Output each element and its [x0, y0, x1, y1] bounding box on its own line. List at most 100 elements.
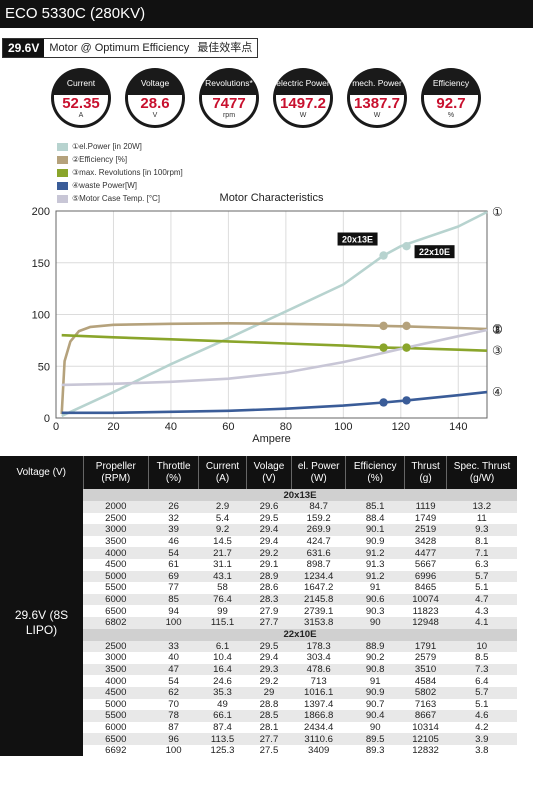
gauge-row: Current 52.35 A Voltage 28.6 V Revolutions… — [0, 68, 533, 130]
table-cell: 54 — [148, 675, 199, 687]
table-cell: 26 — [148, 501, 199, 513]
y-tick-label: 200 — [32, 206, 50, 218]
table-cell: 29.2 — [246, 675, 292, 687]
table-row: 3000 39 9.2 29.4 269.9 90.1 2519 9.3 — [0, 524, 517, 536]
table-cell: 6.4 — [446, 675, 517, 687]
operating-point-marker — [379, 343, 388, 352]
table-row: 4000 54 24.6 29.2 713 91 4584 6.4 — [0, 675, 517, 687]
table-cell: 100 — [148, 616, 199, 629]
optimum-efficiency-header: 29.6V Motor @ Optimum Efficiency 最佳效率点 — [2, 38, 259, 58]
gauge-current: Current 52.35 A — [51, 68, 111, 128]
table-cell: 303.4 — [291, 652, 346, 664]
table-cell: 5.1 — [446, 698, 517, 711]
table-cell: 12832 — [404, 744, 447, 757]
table-cell: 10.4 — [198, 652, 247, 664]
table-cell: 1749 — [404, 512, 447, 525]
series-end-label: ① — [492, 205, 503, 219]
table-row: 6802 100 115.1 27.7 3153.8 90 12948 4.1 — [0, 616, 517, 629]
performance-table: Voltage (V) Propeller (RPM) Throttle (%)… — [0, 456, 517, 757]
table-cell: 8667 — [404, 710, 447, 722]
table-cell: 43.1 — [198, 570, 247, 583]
table-cell: 6.1 — [198, 640, 247, 653]
table-cell: 35.3 — [198, 686, 247, 699]
table-cell: 87.4 — [198, 721, 247, 734]
table-cell: 2145.8 — [291, 593, 346, 606]
gauge-label: Revolutions* — [205, 77, 253, 88]
table-cell: 713 — [291, 675, 346, 687]
table-row: 3500 47 16.4 29.3 478.6 90.8 3510 7.3 — [0, 663, 517, 676]
gauge-value: 52.35 — [62, 95, 100, 112]
table-cell: 29.1 — [246, 558, 292, 571]
table-cell: 90.4 — [345, 710, 405, 722]
table-cell: 6000 — [83, 593, 149, 606]
table-cell: 91.2 — [345, 547, 405, 559]
table-cell: 11823 — [404, 605, 447, 617]
table-cell: 91 — [345, 675, 405, 687]
table-cell: 3153.8 — [291, 616, 346, 629]
operating-point-marker — [379, 251, 388, 260]
table-cell: 3.8 — [446, 744, 517, 757]
table-row: 2000 26 2.9 29.6 84.7 85.1 1119 13.2 — [0, 501, 517, 513]
table-cell: 10314 — [404, 721, 447, 734]
series-end-label: ② — [492, 322, 503, 336]
column-header: Throttle (%) — [148, 456, 200, 489]
legend-swatch — [57, 181, 68, 190]
gauge-unit: V — [152, 112, 158, 119]
table-cell: 29.2 — [246, 547, 292, 559]
voltage-badge: 29.6V — [3, 39, 45, 57]
x-tick-label: 140 — [449, 421, 467, 433]
propeller-group-label: 22x10E — [83, 628, 517, 641]
table-cell: 54 — [148, 547, 199, 559]
legend-label: ④waste Power[W] — [72, 181, 137, 190]
series-end-label: ④ — [492, 385, 503, 399]
table-cell: 4.3 — [446, 605, 517, 617]
table-cell: 4.1 — [446, 616, 517, 629]
motor-characteristics-chart: Motor Characteristics 0 20 40 60 80 100 120 140 0… — [32, 192, 503, 445]
legend-label: ②Efficiency [%] — [72, 155, 128, 164]
table-cell: 2579 — [404, 652, 447, 664]
table-cell: 12105 — [404, 733, 447, 745]
operating-point-marker — [379, 321, 388, 331]
table-row: 4500 61 31.1 29.1 898.7 91.3 5667 6.3 — [0, 558, 517, 571]
table-cell: 7163 — [404, 698, 447, 711]
table-cell: 125.3 — [198, 744, 247, 757]
table-row: 6500 96 113.5 27.7 3110.6 89.5 12105 3.9 — [0, 733, 517, 745]
table-row: 5500 78 66.1 28.5 1866.8 90.4 8667 4.6 — [0, 710, 517, 722]
gauge-value: 28.6 — [140, 95, 170, 112]
gauge-mech-power: mech. Power 1387.7 W — [347, 68, 407, 128]
table-cell: 29.5 — [246, 640, 292, 653]
table-cell: 100 — [148, 744, 199, 757]
table-row: 6000 85 76.4 28.3 2145.8 90.6 10074 4.7 — [0, 593, 517, 606]
table-row: 6000 87 87.4 28.1 2434.4 90 10314 4.2 — [0, 721, 517, 734]
group-header-row: 22x10E — [0, 628, 517, 641]
table-cell: 3110.6 — [291, 733, 346, 745]
table-cell: 2000 — [83, 501, 149, 513]
chart-title: Motor Characteristics — [220, 192, 324, 204]
table-cell: 84.7 — [291, 501, 346, 513]
table-row: 4000 54 21.7 29.2 631.6 91.2 4477 7.1 — [0, 547, 517, 559]
table-cell: 5667 — [404, 558, 447, 571]
legend-item: ④waste Power[W] — [57, 179, 183, 192]
gauge-value: 1387.7 — [354, 95, 400, 112]
table-cell: 90.7 — [345, 698, 405, 711]
operating-point-marker — [402, 396, 411, 405]
gauge-unit: % — [447, 112, 455, 119]
page-title: ECO 5330C (280KV) — [0, 0, 533, 28]
table-cell: 1016.1 — [291, 686, 346, 699]
table-cell: 1119 — [404, 501, 447, 513]
table-cell: 90.6 — [345, 593, 405, 606]
table-cell: 7.3 — [446, 663, 517, 676]
table-cell: 29.3 — [246, 663, 292, 676]
table-cell: 3500 — [83, 663, 149, 676]
table-cell: 27.7 — [246, 733, 292, 745]
table-cell: 6996 — [404, 570, 447, 583]
table-header-row: Voltage (V) Propeller (RPM) Throttle (%)… — [0, 456, 517, 489]
table-cell: 29 — [246, 686, 292, 699]
table-cell: 78 — [148, 710, 199, 722]
table-cell: 4500 — [83, 686, 149, 699]
optimum-efficiency-label: Motor @ Optimum Efficiency 最佳效率点 — [44, 39, 258, 57]
table-cell: 29.6 — [246, 501, 292, 513]
table-cell: 4477 — [404, 547, 447, 559]
propeller-label-bg — [414, 245, 455, 259]
table-cell: 90.2 — [345, 652, 405, 664]
